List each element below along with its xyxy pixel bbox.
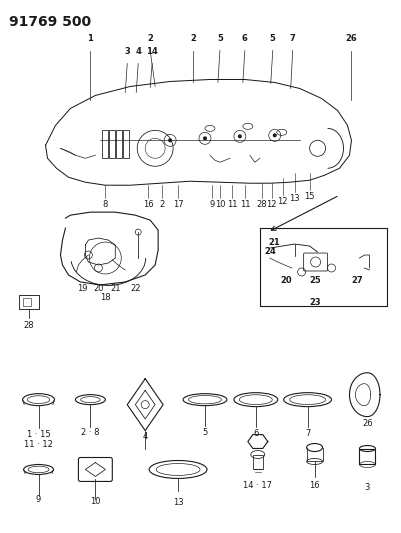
- Text: 28: 28: [23, 321, 34, 330]
- Text: 13: 13: [173, 498, 183, 507]
- Circle shape: [203, 136, 207, 140]
- Text: 4: 4: [135, 46, 141, 55]
- Text: 28: 28: [257, 200, 267, 209]
- Text: 10: 10: [215, 200, 225, 209]
- Text: 24: 24: [264, 247, 275, 256]
- Text: 20: 20: [93, 284, 103, 293]
- Bar: [123, 131, 129, 158]
- Text: 3: 3: [365, 483, 370, 492]
- Text: 21: 21: [110, 284, 121, 293]
- Bar: [116, 131, 122, 158]
- Text: 1: 1: [87, 34, 93, 43]
- Text: 9: 9: [209, 200, 215, 209]
- Text: 26: 26: [362, 418, 373, 427]
- Text: 12: 12: [267, 200, 277, 209]
- Text: 16: 16: [143, 200, 154, 209]
- Text: 5: 5: [203, 427, 208, 437]
- Text: 20: 20: [280, 276, 292, 285]
- Text: 11: 11: [227, 200, 237, 209]
- Text: 26: 26: [346, 34, 357, 43]
- Text: 8: 8: [103, 200, 108, 209]
- Text: 9: 9: [36, 495, 41, 504]
- Text: 11: 11: [239, 200, 250, 209]
- Text: 25: 25: [310, 276, 322, 285]
- Text: 3: 3: [124, 46, 130, 55]
- Text: 18: 18: [100, 293, 111, 302]
- Bar: [253, 455, 263, 470]
- Text: 12: 12: [277, 197, 288, 206]
- Circle shape: [238, 134, 242, 139]
- Text: 91769 500: 91769 500: [9, 15, 91, 29]
- Text: 2 · 8: 2 · 8: [81, 427, 99, 437]
- Text: 2: 2: [147, 34, 153, 43]
- Text: 21: 21: [269, 238, 281, 247]
- Text: 7: 7: [290, 34, 296, 43]
- Text: 16: 16: [309, 481, 320, 490]
- Bar: [260, 228, 387, 306]
- Text: 2: 2: [160, 200, 165, 209]
- Text: 5: 5: [270, 34, 275, 43]
- Text: 14 · 17: 14 · 17: [243, 481, 272, 490]
- Text: 4: 4: [143, 432, 148, 441]
- Text: 19: 19: [77, 284, 88, 293]
- Text: 6: 6: [242, 34, 248, 43]
- Text: 27: 27: [352, 276, 363, 285]
- Text: 14: 14: [146, 46, 158, 55]
- Circle shape: [273, 133, 277, 138]
- Bar: [109, 131, 115, 158]
- Text: 22: 22: [130, 284, 140, 293]
- Text: 13: 13: [290, 194, 300, 203]
- Text: 1 · 15
11 · 12: 1 · 15 11 · 12: [24, 430, 53, 449]
- Circle shape: [168, 139, 172, 142]
- Bar: [359, 449, 375, 464]
- Text: 17: 17: [173, 200, 183, 209]
- Bar: [102, 131, 108, 158]
- Text: 15: 15: [304, 192, 315, 201]
- Text: 7: 7: [305, 429, 310, 438]
- Bar: [18, 295, 38, 309]
- Text: 5: 5: [217, 34, 223, 43]
- Text: 10: 10: [90, 497, 101, 506]
- Bar: [22, 298, 30, 306]
- Text: 2: 2: [190, 34, 196, 43]
- Text: 6: 6: [253, 429, 259, 438]
- Text: 23: 23: [310, 298, 322, 307]
